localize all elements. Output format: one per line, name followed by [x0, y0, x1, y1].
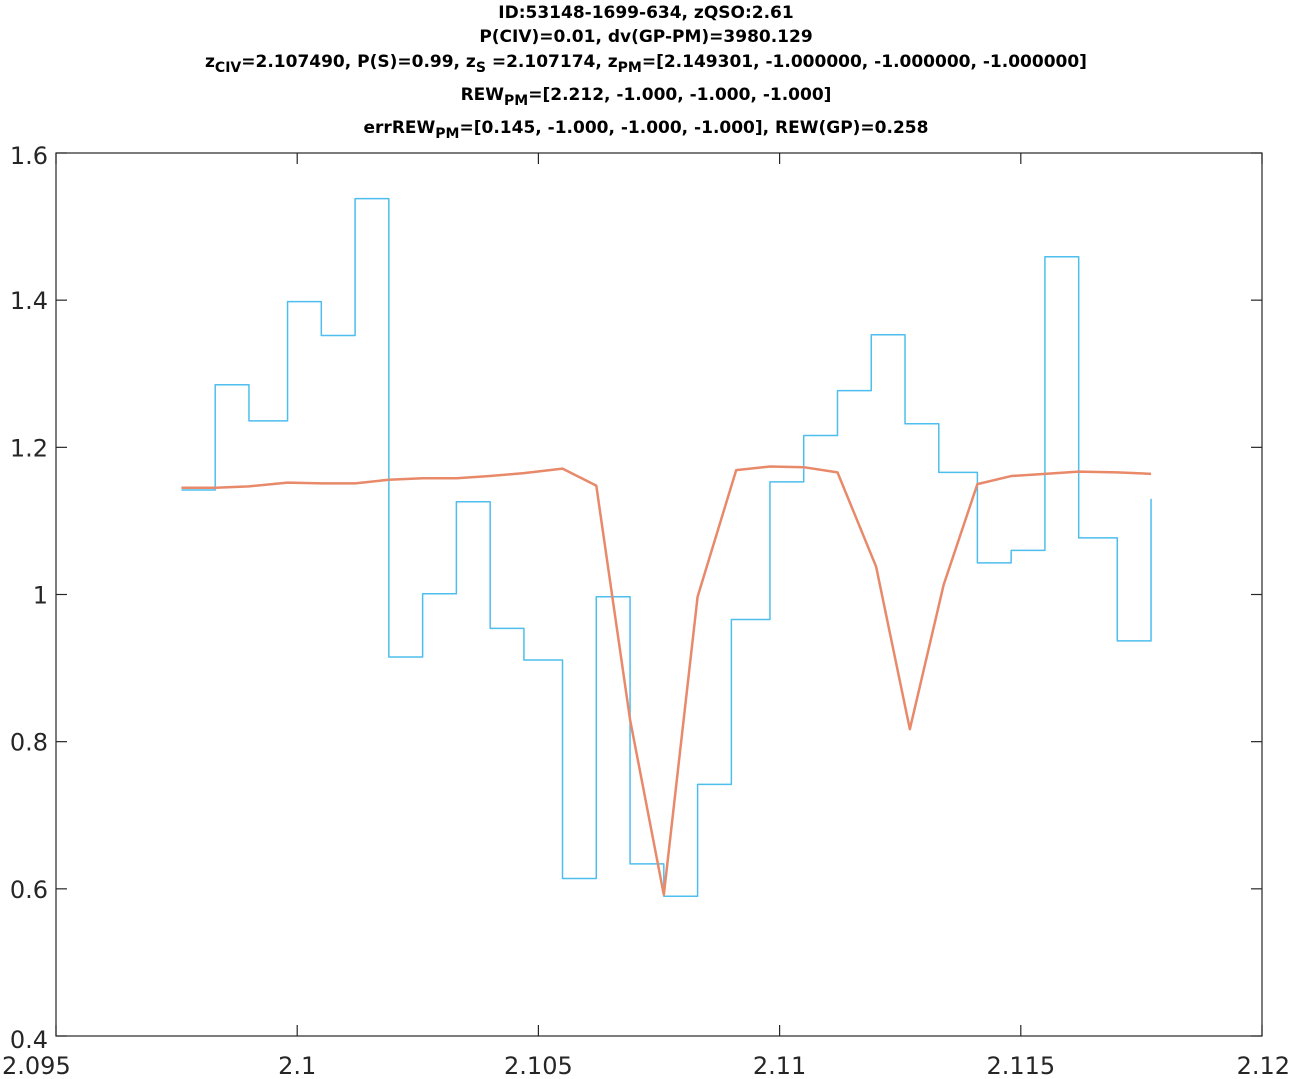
y-tick-label: 1.2	[10, 434, 48, 462]
series-2-line	[181, 465, 1152, 896]
y-tick-label: 1	[33, 582, 48, 610]
x-tick-label: 2.105	[504, 1052, 573, 1079]
plot-area	[56, 153, 1262, 1036]
y-tick-label: 1.6	[10, 142, 48, 170]
y-tick-label: 1.4	[10, 287, 48, 315]
x-tick-label: 2.095	[2, 1052, 71, 1079]
title-line-5: errREWPM=[0.145, -1.000, -1.000, -1.000]…	[364, 118, 929, 142]
title-line-4: REWPM=[2.212, -1.000, -1.000, -1.000]	[461, 85, 832, 109]
y-tick-label: 0.6	[10, 876, 48, 904]
x-tick-label: 2.12	[1237, 1052, 1290, 1079]
x-tick-label: 2.11	[753, 1052, 806, 1079]
y-tick-label: 0.4	[10, 1026, 48, 1054]
x-tick-label: 2.1	[278, 1052, 316, 1079]
title-line-3: zCIV=2.107490, P(S)=0.99, zS =2.107174, …	[205, 52, 1087, 76]
y-axis: 0.4 0.6 0.8 1 1.2 1.4 1.6	[10, 142, 1262, 1054]
y-tick-label: 0.8	[10, 729, 48, 757]
series-group	[181, 197, 1152, 897]
chart-title: ID:53148-1699-634, zQSO:2.61 P(CIV)=0.01,…	[205, 3, 1087, 142]
x-tick-label: 2.115	[986, 1052, 1055, 1079]
series-1-line	[181, 197, 1152, 897]
title-line-1: ID:53148-1699-634, zQSO:2.61	[498, 3, 793, 23]
title-line-2: P(CIV)=0.01, dv(GP-PM)=3980.129	[479, 27, 812, 47]
x-axis: 2.095 2.1 2.105 2.11 2.115 2.12	[2, 153, 1290, 1079]
